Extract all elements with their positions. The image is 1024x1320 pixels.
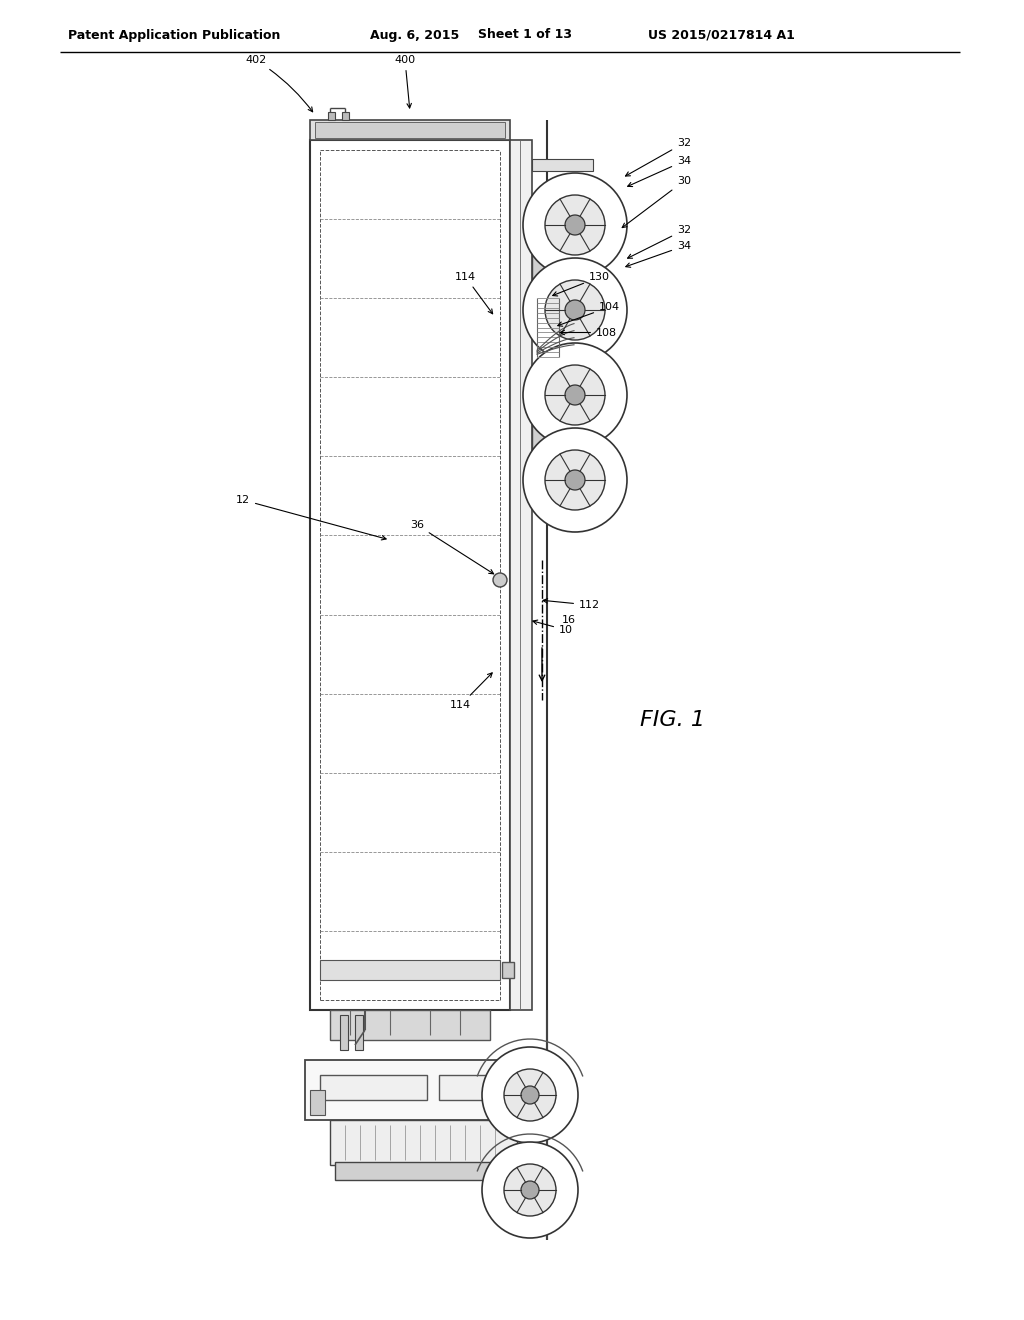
Circle shape bbox=[521, 1181, 539, 1199]
Circle shape bbox=[545, 195, 605, 255]
Bar bbox=[340, 1015, 348, 1049]
Bar bbox=[305, 1060, 542, 1119]
Text: 36: 36 bbox=[410, 520, 494, 574]
Bar bbox=[532, 197, 546, 338]
Circle shape bbox=[545, 280, 605, 341]
Text: Sheet 1 of 13: Sheet 1 of 13 bbox=[478, 29, 572, 41]
Bar bbox=[335, 1162, 512, 1180]
Bar bbox=[330, 1010, 490, 1040]
Text: Patent Application Publication: Patent Application Publication bbox=[68, 29, 281, 41]
Circle shape bbox=[504, 1069, 556, 1121]
Text: FIG. 1: FIG. 1 bbox=[640, 710, 705, 730]
Circle shape bbox=[523, 343, 627, 447]
Text: 114: 114 bbox=[450, 673, 493, 710]
Bar bbox=[319, 1074, 427, 1100]
Circle shape bbox=[521, 1086, 539, 1104]
Bar bbox=[310, 1090, 325, 1115]
Bar bbox=[342, 112, 349, 120]
Text: 108: 108 bbox=[560, 327, 617, 338]
Circle shape bbox=[523, 428, 627, 532]
Text: 10: 10 bbox=[532, 620, 573, 635]
Text: 400: 400 bbox=[394, 55, 416, 108]
Bar bbox=[438, 1074, 510, 1100]
Text: 402: 402 bbox=[245, 55, 312, 112]
Text: 34: 34 bbox=[628, 156, 691, 186]
Text: US 2015/0217814 A1: US 2015/0217814 A1 bbox=[648, 29, 795, 41]
Bar bbox=[527, 219, 546, 231]
Text: 12: 12 bbox=[236, 495, 386, 540]
Bar bbox=[532, 367, 546, 508]
Bar bbox=[355, 1015, 362, 1049]
Text: 16: 16 bbox=[562, 615, 575, 624]
Circle shape bbox=[565, 300, 585, 319]
Circle shape bbox=[565, 215, 585, 235]
Bar bbox=[527, 389, 546, 401]
Bar bbox=[310, 120, 510, 140]
Bar bbox=[319, 960, 500, 979]
Circle shape bbox=[523, 257, 627, 362]
Text: 130: 130 bbox=[553, 272, 610, 296]
Text: 32: 32 bbox=[628, 224, 691, 259]
Text: 112: 112 bbox=[543, 599, 600, 610]
Circle shape bbox=[482, 1047, 578, 1143]
Bar bbox=[532, 158, 593, 172]
Circle shape bbox=[504, 1164, 556, 1216]
Circle shape bbox=[545, 450, 605, 510]
Text: 104: 104 bbox=[558, 302, 621, 326]
Bar bbox=[527, 304, 546, 315]
Circle shape bbox=[482, 1142, 578, 1238]
Text: 114: 114 bbox=[455, 272, 493, 314]
Bar bbox=[315, 121, 505, 139]
Circle shape bbox=[523, 173, 627, 277]
Bar bbox=[527, 474, 546, 486]
Bar bbox=[330, 1119, 517, 1166]
Text: Aug. 6, 2015: Aug. 6, 2015 bbox=[370, 29, 459, 41]
Bar bbox=[502, 962, 514, 978]
Circle shape bbox=[565, 385, 585, 405]
Bar bbox=[310, 140, 510, 1010]
Bar bbox=[510, 140, 532, 1010]
Text: 32: 32 bbox=[626, 139, 691, 176]
Circle shape bbox=[545, 366, 605, 425]
Bar bbox=[328, 112, 335, 120]
Circle shape bbox=[565, 470, 585, 490]
Text: 34: 34 bbox=[626, 242, 691, 267]
Text: 30: 30 bbox=[623, 176, 691, 227]
Circle shape bbox=[493, 573, 507, 587]
